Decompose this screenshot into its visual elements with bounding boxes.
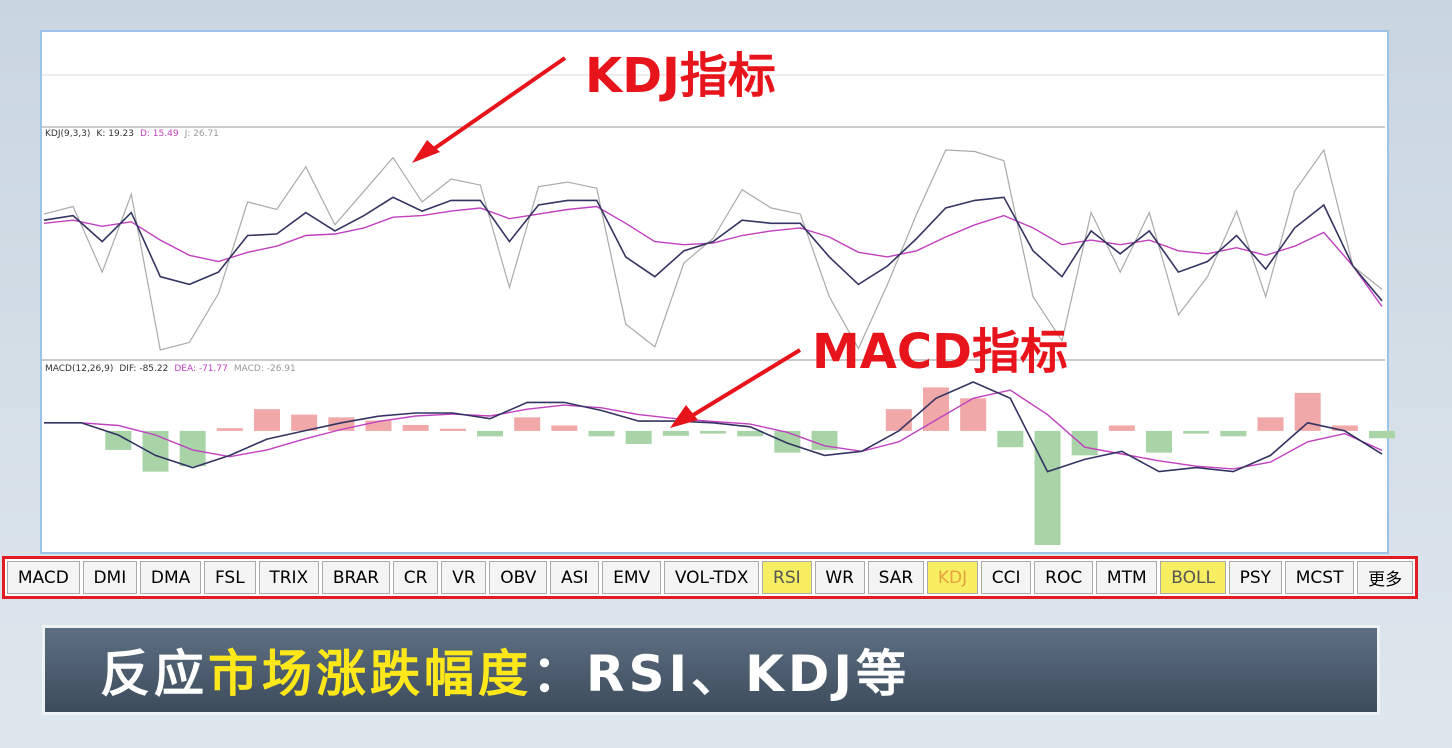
chart-panel	[40, 30, 1389, 554]
indicator-line	[43, 196, 1383, 302]
indicator-button[interactable]: VOL-TDX	[663, 561, 760, 594]
caption-highlight: 市场涨跌幅度	[208, 645, 532, 703]
indicator-bar: MACD DMI DMA FSL TRIX BRAR CR VR OBV ASI EMV VOL-TD…	[2, 556, 1418, 599]
caption: ：RSI、KDJ等	[532, 645, 910, 703]
arrow-head	[412, 140, 440, 163]
macd-bar	[662, 430, 689, 436]
header-item: D: 15.49	[140, 129, 179, 139]
arrow-head	[670, 405, 698, 428]
indicator-button[interactable]: DMI	[82, 561, 138, 594]
caption: 反应	[100, 645, 208, 703]
macd-bar	[1331, 425, 1358, 431]
indicator-button[interactable]: VR	[441, 561, 487, 594]
arrow	[423, 56, 567, 157]
macd-bar	[1071, 430, 1098, 456]
indicator-button[interactable]: BOLL	[1160, 561, 1226, 594]
indicator-button[interactable]: MCST	[1284, 561, 1355, 594]
annotation: MACD指标	[812, 324, 1068, 380]
indicator-button[interactable]: DMA	[140, 561, 202, 594]
annotation: KDJ指标	[585, 48, 776, 104]
macd-bar	[1220, 430, 1247, 437]
indicator-button[interactable]: MTM	[1096, 561, 1158, 594]
indicator-button[interactable]: MACD	[7, 561, 80, 594]
macd-bar	[997, 430, 1024, 448]
macd-bar	[1183, 430, 1210, 434]
indicator-line	[43, 148, 1383, 351]
macd-bar	[588, 430, 615, 437]
macd-bar	[514, 417, 541, 431]
macd-bar	[811, 430, 838, 450]
macd-bar	[625, 430, 652, 444]
indicator-button[interactable]: KDJ	[927, 561, 978, 594]
indicator-button[interactable]: ASI	[550, 561, 600, 594]
header-item: DIF: -85.22	[119, 364, 168, 374]
marks	[43, 148, 1396, 545]
header-item: J: 26.71	[184, 129, 219, 139]
macd-bar	[179, 430, 206, 467]
macd-bar	[291, 414, 318, 431]
macd-bar	[439, 428, 466, 431]
indicator-button[interactable]: EMV	[602, 561, 661, 594]
header-item: MACD: -26.91	[234, 364, 296, 374]
indicator-button[interactable]: PSY	[1228, 561, 1282, 594]
macd-bar	[885, 409, 912, 431]
indicator-button[interactable]: BRAR	[322, 561, 390, 594]
macd-bar	[253, 409, 281, 431]
indicator-button[interactable]: SAR	[867, 561, 924, 594]
macd-bar	[402, 424, 429, 431]
header-item: MACD(12,26,9)	[45, 364, 113, 374]
macd-bar	[1368, 430, 1396, 439]
indicator-button[interactable]: CR	[392, 561, 439, 594]
macd-bar	[1108, 425, 1135, 431]
indicator-line	[44, 389, 1383, 470]
indicator-button[interactable]: TRIX	[258, 561, 320, 594]
indicator-button[interactable]: CCI	[980, 561, 1032, 594]
macd-header: MACD(12,26,9) DIF: -85.22 DEA: -71.77 MACD:…	[45, 364, 296, 374]
header-item: KDJ(9,3,3)	[45, 129, 90, 139]
macd-bar	[105, 430, 132, 450]
indicator-button[interactable]: RSI	[762, 561, 812, 594]
macd-bar	[365, 420, 392, 431]
macd-bar	[216, 428, 243, 431]
macd-bar	[737, 430, 764, 437]
arrow	[683, 348, 802, 422]
header-item: DEA: -71.77	[174, 364, 228, 374]
macd-bar	[1145, 430, 1173, 453]
macd-bar	[476, 430, 504, 437]
caption-banner: 反应 市场涨跌幅度 ：RSI、KDJ等	[42, 625, 1380, 715]
macd-bar	[774, 430, 801, 453]
indicator-line	[43, 205, 1383, 307]
macd-bar	[1257, 417, 1284, 431]
indicator-button[interactable]: OBV	[489, 561, 548, 594]
indicator-button[interactable]: FSL	[204, 561, 256, 594]
kdj-header: KDJ(9,3,3) K: 19.23 D: 15.49 J: 26.71	[45, 129, 219, 139]
indicator-button[interactable]: WR	[814, 561, 865, 594]
indicator-line	[44, 381, 1383, 473]
macd-bar	[699, 430, 727, 434]
header-item: K: 19.23	[96, 129, 134, 139]
macd-bar	[551, 425, 578, 431]
indicator-button[interactable]: ROC	[1034, 561, 1094, 594]
macd-bar	[1034, 430, 1061, 545]
indicator-button[interactable]: 更多	[1357, 561, 1413, 594]
